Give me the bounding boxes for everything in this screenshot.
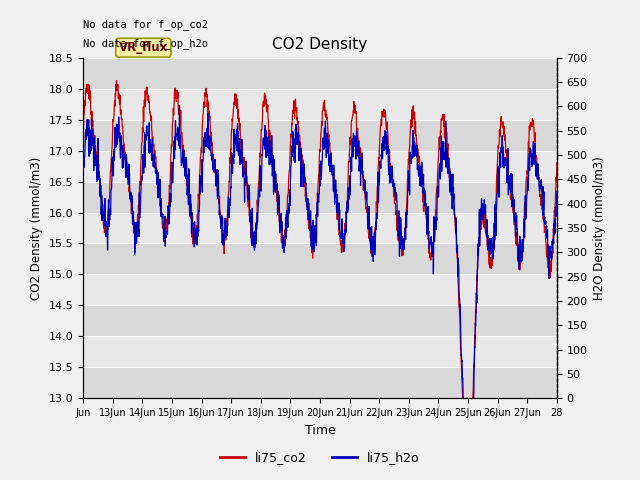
Y-axis label: CO2 Density (mmol/m3): CO2 Density (mmol/m3) <box>30 156 43 300</box>
Text: No data for f_op_co2: No data for f_op_co2 <box>83 19 208 30</box>
Bar <box>83 120 557 151</box>
X-axis label: Time: Time <box>305 424 335 437</box>
Bar <box>83 181 557 213</box>
Legend: li75_co2, li75_h2o: li75_co2, li75_h2o <box>215 446 425 469</box>
Bar <box>83 305 557 336</box>
Bar <box>83 151 557 181</box>
Text: VR_flux: VR_flux <box>119 41 168 54</box>
Title: CO2 Density: CO2 Density <box>273 37 367 52</box>
Text: No data for f_op_h2o: No data for f_op_h2o <box>83 38 208 49</box>
Y-axis label: H2O Density (mmol/m3): H2O Density (mmol/m3) <box>593 156 606 300</box>
Bar <box>83 89 557 120</box>
Bar <box>83 243 557 275</box>
Bar <box>83 58 557 89</box>
Bar <box>83 336 557 367</box>
Bar <box>83 367 557 398</box>
Bar <box>83 275 557 305</box>
Bar <box>83 213 557 243</box>
